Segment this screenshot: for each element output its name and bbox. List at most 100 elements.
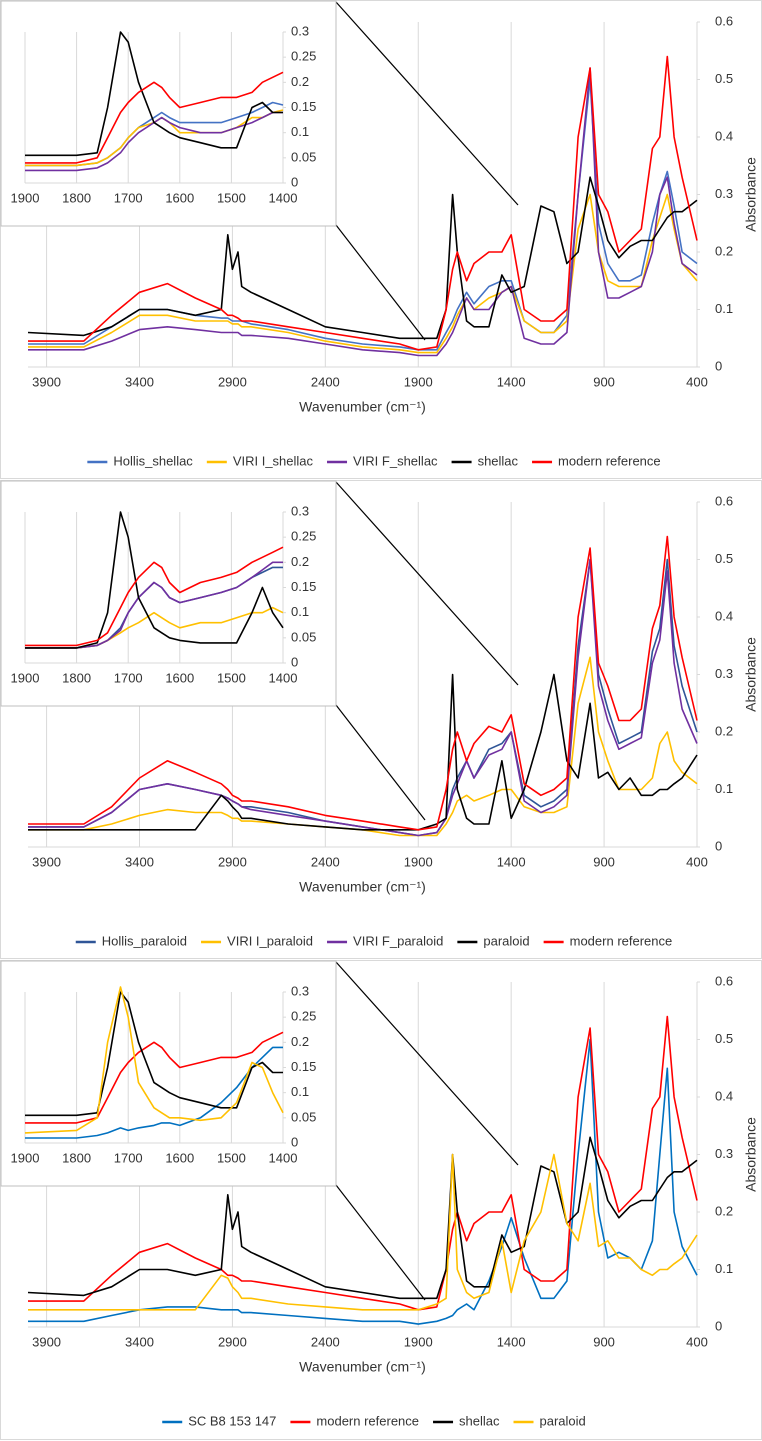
legend-label: shellac xyxy=(478,453,519,468)
y-tick-label: 0.25 xyxy=(291,529,316,544)
y-tick-label: 0.3 xyxy=(715,666,733,681)
series-line xyxy=(25,31,283,157)
legend-label: Hollis_shellac xyxy=(113,453,193,468)
y-tick-label: 0.1 xyxy=(715,781,733,796)
zoom-line xyxy=(335,704,426,821)
series-line xyxy=(28,656,698,837)
inset-frame xyxy=(0,480,337,707)
series-line xyxy=(28,1153,698,1311)
y-tick-label: 0.4 xyxy=(715,1088,733,1103)
x-tick-label: 1800 xyxy=(62,670,91,685)
x-tick-label: 1700 xyxy=(114,190,143,205)
legend-label: VIRI I_shellac xyxy=(233,453,314,468)
legend-label: shellac xyxy=(459,1413,500,1428)
x-tick-label: 1800 xyxy=(62,1150,91,1165)
legend-label: paraloid xyxy=(483,933,529,948)
y-tick-label: 0.2 xyxy=(715,243,733,258)
series-line xyxy=(27,1136,698,1300)
legend-label: VIRI F_shellac xyxy=(353,453,438,468)
legend-label: paraloid xyxy=(540,1413,586,1428)
x-tick-label: 1400 xyxy=(497,854,526,869)
x-tick-label: 3400 xyxy=(125,1334,154,1349)
x-axis-title: Wavenumber (cm⁻¹) xyxy=(299,879,426,895)
x-axis-title: Wavenumber (cm⁻¹) xyxy=(299,1359,426,1375)
inset-frame xyxy=(0,0,337,227)
y-tick-label: 0.3 xyxy=(291,503,309,518)
x-tick-label: 1900 xyxy=(404,374,433,389)
y-tick-label: 0.3 xyxy=(291,23,309,38)
x-tick-label: 1500 xyxy=(217,1150,246,1165)
zoom-line xyxy=(335,1184,426,1301)
y-axis-title: Absorbance xyxy=(743,157,759,232)
y-tick-label: 0.2 xyxy=(715,1203,733,1218)
series-line xyxy=(28,673,698,831)
series-line xyxy=(28,67,698,357)
legend-label: VIRI I_paraloid xyxy=(227,933,313,948)
y-tick-label: 0.15 xyxy=(291,99,316,114)
x-tick-label: 1400 xyxy=(269,670,298,685)
y-tick-label: 0.25 xyxy=(291,1009,316,1024)
y-tick-label: 0.6 xyxy=(715,973,733,988)
y-tick-label: 0.25 xyxy=(291,49,316,64)
y-tick-label: 0.1 xyxy=(291,1084,309,1099)
y-tick-label: 0.3 xyxy=(291,983,309,998)
series-line xyxy=(27,176,698,340)
series-line xyxy=(24,986,284,1134)
series-line xyxy=(25,546,284,647)
x-tick-label: 1900 xyxy=(11,1150,40,1165)
y-tick-label: 0.6 xyxy=(715,493,733,508)
series-line xyxy=(28,1015,698,1311)
x-tick-label: 2900 xyxy=(218,854,247,869)
x-tick-label: 1400 xyxy=(269,1150,298,1165)
x-tick-label: 3400 xyxy=(125,854,154,869)
y-tick-label: 0.5 xyxy=(715,71,733,86)
y-axis-title: Absorbance xyxy=(743,637,759,712)
legend-label: modern reference xyxy=(570,933,673,948)
x-tick-label: 3900 xyxy=(32,1334,61,1349)
y-tick-label: 0.2 xyxy=(291,554,309,569)
x-tick-label: 3400 xyxy=(125,374,154,389)
zoom-line xyxy=(335,961,519,1166)
x-tick-label: 400 xyxy=(686,374,708,389)
legend-label: modern reference xyxy=(316,1413,419,1428)
y-tick-label: 0.5 xyxy=(715,551,733,566)
y-tick-label: 0.1 xyxy=(291,604,309,619)
inset-frame xyxy=(0,960,337,1187)
x-tick-label: 1800 xyxy=(62,190,91,205)
x-tick-label: 1900 xyxy=(11,190,40,205)
legend-label: SC B8 153 147 xyxy=(188,1413,276,1428)
y-tick-label: 0.2 xyxy=(291,74,309,89)
x-tick-label: 3900 xyxy=(32,854,61,869)
zoom-line xyxy=(335,224,426,341)
x-tick-label: 1600 xyxy=(165,1150,194,1165)
series-line xyxy=(28,535,698,831)
legend-label: Hollis_paraloid xyxy=(102,933,187,948)
x-tick-label: 1400 xyxy=(497,374,526,389)
x-tick-label: 1900 xyxy=(404,854,433,869)
y-tick-label: 0.1 xyxy=(291,124,309,139)
x-tick-label: 3900 xyxy=(32,374,61,389)
series-line xyxy=(25,1031,284,1124)
y-tick-label: 0.4 xyxy=(715,608,733,623)
x-tick-label: 2400 xyxy=(311,1334,340,1349)
x-axis-title: Wavenumber (cm⁻¹) xyxy=(299,399,426,415)
x-tick-label: 2900 xyxy=(218,1334,247,1349)
x-tick-label: 1600 xyxy=(165,190,194,205)
y-tick-label: 0 xyxy=(715,838,722,853)
series-line xyxy=(25,561,283,649)
y-tick-label: 0.4 xyxy=(715,128,733,143)
y-tick-label: 0.1 xyxy=(715,1261,733,1276)
y-tick-label: 0 xyxy=(291,174,298,189)
x-tick-label: 1700 xyxy=(114,670,143,685)
legend-label: modern reference xyxy=(558,453,661,468)
series-line xyxy=(25,71,284,164)
y-tick-label: 0.2 xyxy=(291,1034,309,1049)
y-tick-label: 0.05 xyxy=(291,1109,316,1124)
y-tick-label: 0 xyxy=(291,1134,298,1149)
series-line xyxy=(25,991,283,1117)
x-tick-label: 900 xyxy=(593,374,615,389)
x-tick-label: 1500 xyxy=(217,670,246,685)
y-tick-label: 0.3 xyxy=(715,186,733,201)
y-tick-label: 0.1 xyxy=(715,301,733,316)
